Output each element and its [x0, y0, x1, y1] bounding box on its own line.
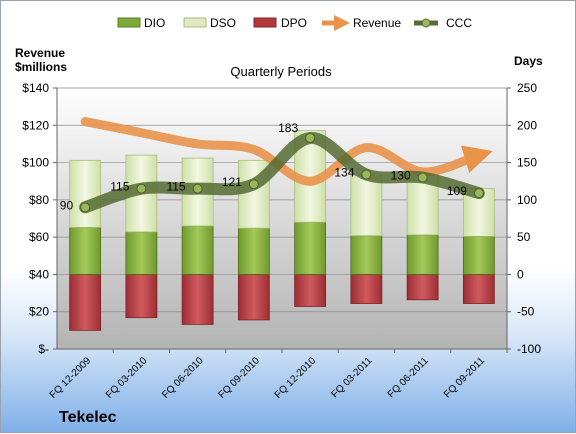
ccc-data-label: 183 — [278, 121, 298, 135]
ccc-data-label: 90 — [60, 198, 74, 212]
right-tick-label: 0 — [517, 267, 524, 281]
right-tick-label: 50 — [517, 230, 531, 244]
ccc-point — [361, 169, 372, 180]
bar-dso — [69, 159, 102, 228]
bar-dpo — [350, 274, 383, 304]
bar-dpo — [462, 274, 495, 304]
bar-dpo — [69, 274, 102, 331]
ccc-point — [473, 188, 484, 199]
ccc-point — [136, 183, 147, 194]
x-tick-label: FQ 03-2011 — [330, 355, 375, 400]
ccc-point — [305, 132, 316, 143]
bars — [69, 130, 495, 331]
left-tick-label: $80 — [29, 193, 49, 207]
legend-label-dpo: DPO — [281, 16, 307, 30]
right-tick-label: -100 — [517, 342, 541, 356]
company-name: Tekelec — [59, 409, 117, 426]
bar-dpo — [125, 274, 158, 319]
x-tick-label: FQ 06-2010 — [160, 355, 206, 401]
ccc-data-label: 115 — [110, 180, 129, 194]
bar-dio — [462, 235, 495, 275]
legend: DIO DSO DPO Revenue CCC — [117, 14, 472, 32]
ccc-data-label: 134 — [334, 166, 354, 180]
bar-dio — [181, 225, 214, 275]
chart-title: Quarterly Periods — [230, 64, 332, 79]
x-tick-label: FQ 09-2011 — [442, 355, 487, 400]
legend-label-ccc: CCC — [446, 16, 472, 30]
bar-dpo — [294, 274, 327, 307]
bar-dio — [406, 234, 439, 275]
x-tick-label: FQ 09-2010 — [216, 355, 262, 401]
legend-swatch-dpo — [253, 17, 277, 28]
left-tick-label: $140 — [22, 81, 49, 95]
ccc-line — [79, 131, 485, 214]
right-tick-label: 200 — [517, 118, 537, 132]
legend-label-revenue: Revenue — [353, 16, 401, 30]
left-axis-label-line2: $millions — [15, 60, 67, 74]
ccc-point — [192, 183, 203, 194]
ccc-data-label: 121 — [222, 175, 242, 189]
bar-dpo — [406, 274, 439, 301]
left-tick-label: $40 — [29, 267, 49, 281]
left-tick-label: $120 — [22, 118, 49, 132]
lines: 90 115 115 121 183 134 130 109 — [60, 117, 493, 214]
right-tick-label: -50 — [517, 305, 535, 319]
ccc-point — [80, 202, 91, 213]
left-axis-label-line1: Revenue — [15, 46, 65, 60]
bar-dio — [237, 227, 270, 275]
revenue-line — [80, 117, 493, 186]
left-tick-label: $60 — [29, 230, 49, 244]
x-tick-label: FQ 12-2010 — [273, 355, 319, 401]
bar-dpo — [181, 274, 214, 325]
right-tick-label: 100 — [517, 193, 537, 207]
left-tick-label: $- — [38, 342, 49, 356]
left-tick-label: $100 — [22, 156, 49, 170]
legend-label-dio: DIO — [144, 16, 165, 30]
x-tick-label: FQ 06-2011 — [386, 355, 431, 400]
right-tick-label: 150 — [517, 156, 537, 170]
ccc-data-label: 115 — [166, 180, 185, 194]
legend-swatch-dio — [117, 17, 141, 28]
bar-dpo — [237, 274, 270, 321]
ccc-point — [417, 172, 428, 183]
x-tick-label: FQ 12-2009 — [48, 355, 94, 401]
bar-dio — [350, 235, 383, 275]
x-tick-label: FQ 03-2010 — [104, 355, 150, 401]
legend-marker-ccc — [421, 18, 431, 28]
bar-dio — [69, 227, 102, 275]
right-tick-label: 250 — [517, 81, 537, 95]
right-axis-label: Days — [514, 54, 543, 68]
legend-swatch-dso — [183, 17, 207, 28]
ccc-data-label: 130 — [391, 168, 411, 182]
ccc-point — [248, 179, 259, 190]
ccc-data-label: 109 — [447, 184, 467, 198]
legend-label-dso: DSO — [210, 16, 236, 30]
bar-dso — [350, 174, 383, 237]
bar-dio — [294, 221, 327, 275]
bar-dio — [125, 231, 158, 275]
left-tick-label: $20 — [29, 305, 49, 319]
